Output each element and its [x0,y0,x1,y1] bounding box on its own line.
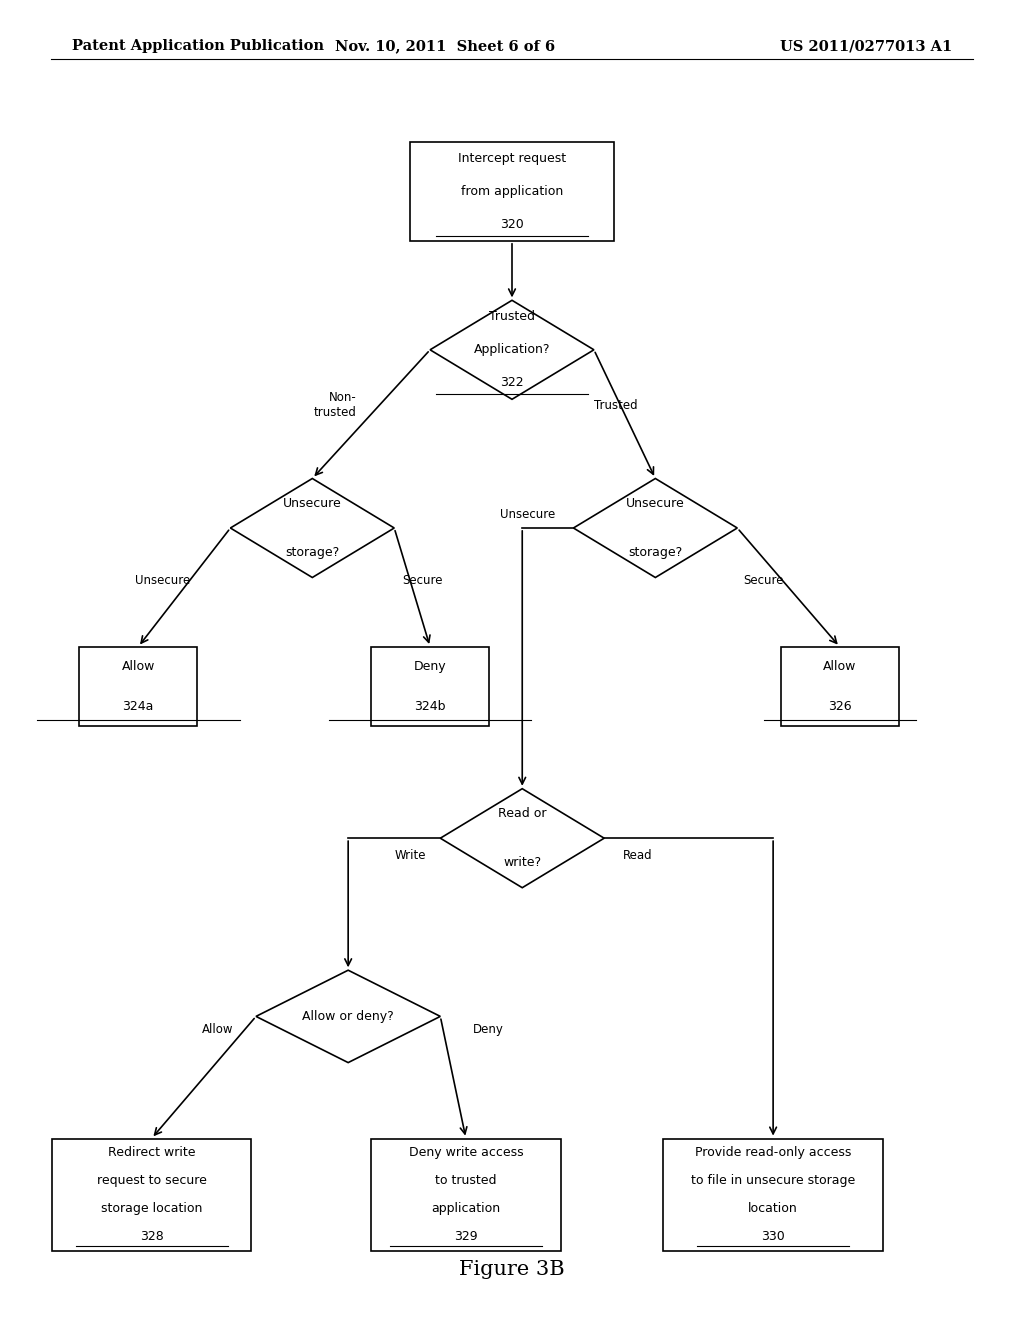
Text: US 2011/0277013 A1: US 2011/0277013 A1 [780,40,952,53]
Text: Trusted: Trusted [489,310,535,323]
Text: Redirect write: Redirect write [108,1146,196,1159]
Text: Allow or deny?: Allow or deny? [302,1010,394,1023]
Text: application: application [431,1203,501,1216]
Text: 324b: 324b [415,700,445,713]
Bar [780,647,899,726]
Text: Intercept request: Intercept request [458,152,566,165]
Text: Read or: Read or [498,807,547,820]
Polygon shape [230,479,394,578]
Text: 328: 328 [139,1230,164,1243]
Bar [371,647,489,726]
Polygon shape [256,970,440,1063]
Text: Secure: Secure [402,574,443,587]
Text: Nov. 10, 2011  Sheet 6 of 6: Nov. 10, 2011 Sheet 6 of 6 [336,40,555,53]
Text: storage?: storage? [629,546,682,560]
Text: location: location [749,1203,798,1216]
Text: Trusted: Trusted [594,399,638,412]
Bar [372,1138,561,1251]
Text: 322: 322 [500,376,524,389]
Text: Unsecure: Unsecure [283,496,342,510]
Polygon shape [573,479,737,578]
Text: 320: 320 [500,218,524,231]
Text: Allow: Allow [122,660,155,673]
Text: Non-
trusted: Non- trusted [313,391,356,420]
Text: 326: 326 [827,700,852,713]
Bar [51,1138,252,1251]
Text: Unsecure: Unsecure [626,496,685,510]
Polygon shape [440,789,604,887]
Bar [664,1138,883,1251]
Text: write?: write? [503,857,542,870]
Bar [410,143,614,242]
Text: Unsecure: Unsecure [135,574,190,587]
Text: to trusted: to trusted [435,1173,497,1187]
Text: Allow: Allow [823,660,856,673]
Text: 324a: 324a [123,700,154,713]
Text: Secure: Secure [743,574,784,587]
Text: storage?: storage? [286,546,339,560]
Text: Write: Write [394,849,426,862]
Bar [80,647,197,726]
Text: Deny: Deny [473,1023,504,1036]
Text: request to secure: request to secure [96,1173,207,1187]
Text: Allow: Allow [202,1023,233,1036]
Polygon shape [430,301,594,399]
Text: storage location: storage location [101,1203,202,1216]
Text: Read: Read [623,849,652,862]
Text: Application?: Application? [474,343,550,356]
Text: Deny: Deny [414,660,446,673]
Text: to file in unsecure storage: to file in unsecure storage [691,1173,855,1187]
Text: 330: 330 [761,1230,785,1243]
Text: Deny write access: Deny write access [409,1146,523,1159]
Text: Provide read-only access: Provide read-only access [695,1146,851,1159]
Text: Unsecure: Unsecure [500,508,555,521]
Text: 329: 329 [454,1230,478,1243]
Text: from application: from application [461,185,563,198]
Text: Figure 3B: Figure 3B [459,1261,565,1279]
Text: Patent Application Publication: Patent Application Publication [72,40,324,53]
